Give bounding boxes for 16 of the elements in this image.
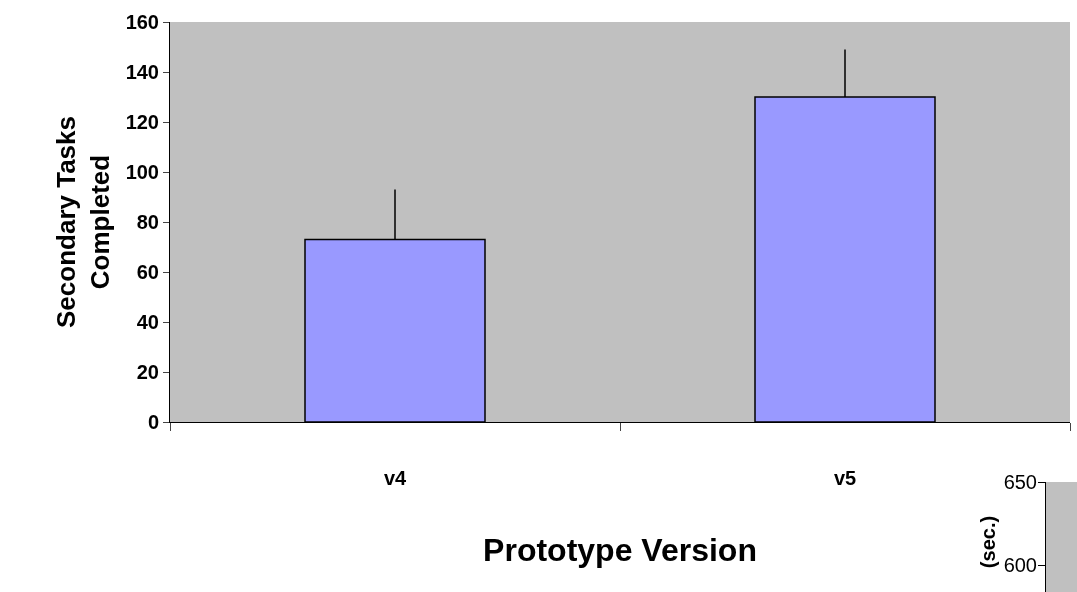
x-tick-label: v4 — [383, 467, 407, 489]
text: (sec.) — [976, 515, 1000, 569]
y-tick-label: 40 — [136, 311, 159, 333]
text: 650 — [1003, 471, 1037, 494]
text: 600 — [1003, 554, 1037, 577]
y-tick-label: 160 — [125, 11, 159, 33]
y-tick-label: 100 — [125, 161, 159, 183]
y-tick-label: 120 — [125, 111, 159, 133]
y-tick-label: 0 — [147, 411, 159, 433]
y-tick-label: 140 — [125, 61, 159, 83]
x-axis-title: Prototype Version — [483, 531, 757, 568]
y-tick-label: 60 — [136, 261, 159, 283]
y-axis-title: Secondary Tasks Completed — [51, 116, 116, 328]
y-tick-label: 80 — [136, 211, 159, 233]
x-tick-label: v5 — [833, 467, 857, 489]
y-tick-label: 20 — [136, 361, 159, 383]
